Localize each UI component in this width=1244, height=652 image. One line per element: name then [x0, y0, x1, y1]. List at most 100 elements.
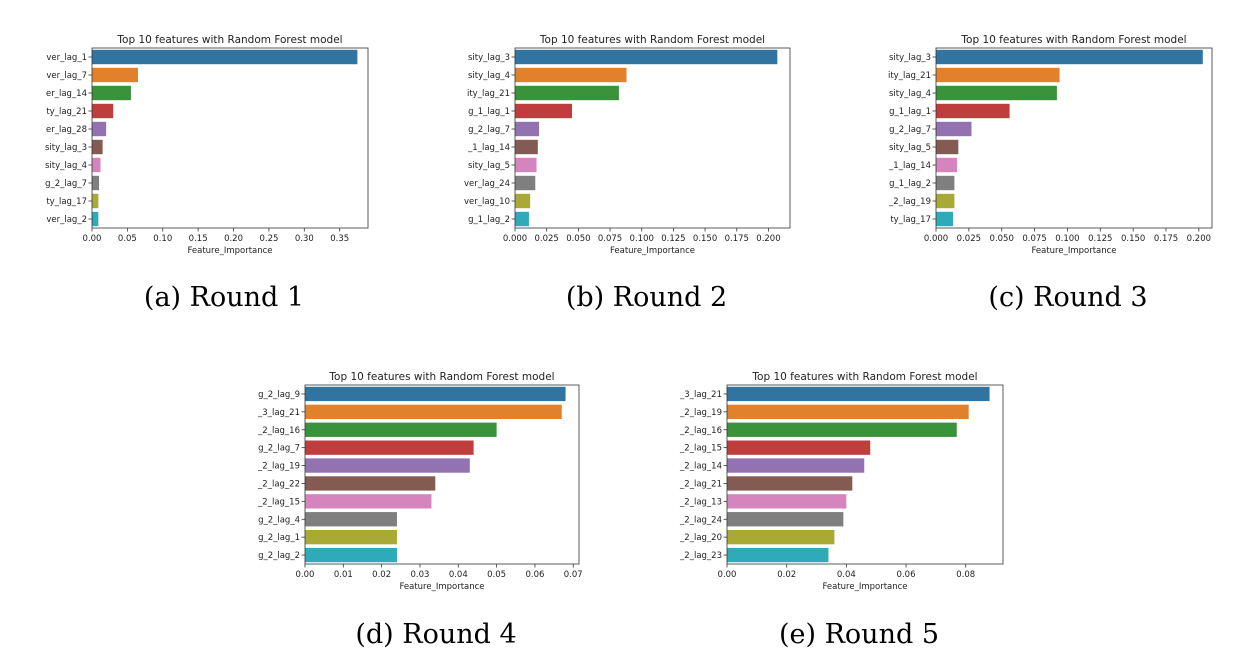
category-label: sity_lag_5 [468, 161, 510, 171]
chart-title: Top 10 features with Random Forest model [328, 371, 554, 383]
category-label: g_2_lag_2 [258, 551, 300, 561]
category-label: _3_lag_21 [257, 408, 300, 418]
plot-frame [304, 384, 580, 565]
bar-8 [936, 175, 955, 191]
bar-3 [727, 422, 957, 437]
bar-8 [92, 175, 100, 191]
x-tick-label: 0.075 [1022, 234, 1046, 244]
x-tick-label: 0.04 [837, 570, 856, 580]
x-tick-label: 0.125 [661, 234, 685, 244]
category-label: sity_lag_5 [889, 143, 931, 153]
category-label: ver_lag_1 [46, 53, 87, 63]
category-label: _2_lag_23 [679, 551, 722, 561]
bar-1 [92, 49, 358, 65]
bar-4 [727, 440, 871, 455]
category-label: sity_lag_4 [45, 161, 87, 171]
bar-9 [92, 193, 99, 209]
bar-7 [936, 157, 958, 173]
category-label: _2_lag_20 [679, 533, 722, 543]
category-label: ity_lag_21 [888, 71, 931, 81]
bar-2 [92, 67, 138, 83]
x-tick-label: 0.050 [566, 234, 590, 244]
bar-6 [305, 476, 436, 491]
category-label: g_2_lag_1 [258, 533, 300, 543]
x-axis-label: Feature_Importance [187, 246, 272, 256]
x-tick-label: 0.35 [330, 234, 349, 244]
bar-1 [936, 49, 1203, 65]
category-label: ver_lag_2 [46, 215, 87, 225]
category-label: _2_lag_15 [257, 497, 300, 507]
bar-7 [727, 494, 847, 509]
x-tick-label: 0.00 [83, 234, 102, 244]
x-tick-label: 0.125 [1088, 234, 1112, 244]
chart-panel-5: Top 10 features with Random Forest model… [679, 371, 1004, 650]
bar-7 [305, 494, 432, 509]
x-tick-label: 0.150 [1121, 234, 1145, 244]
x-tick-label: 0.07 [564, 570, 583, 580]
category-label: g_2_lag_7 [258, 444, 300, 454]
category-label: _2_lag_14 [679, 462, 722, 472]
bar-5 [92, 121, 107, 137]
category-label: g_1_lag_1 [468, 107, 510, 117]
x-tick-label: 0.150 [693, 234, 717, 244]
x-tick-label: 0.20 [224, 234, 243, 244]
x-tick-label: 0.025 [535, 234, 559, 244]
x-axis-label: Feature_Importance [822, 582, 907, 592]
category-label: g_2_lag_9 [258, 390, 300, 400]
bar-9 [936, 193, 955, 209]
category-label: _2_lag_19 [888, 197, 931, 207]
x-tick-label: 0.075 [598, 234, 622, 244]
x-tick-label: 0.15 [189, 234, 208, 244]
category-label: g_1_lag_1 [889, 107, 931, 117]
x-tick-label: 0.06 [525, 570, 544, 580]
category-label: _3_lag_21 [679, 390, 722, 400]
chart-title: Top 10 features with Random Forest model [539, 34, 765, 46]
x-tick-label: 0.200 [756, 234, 780, 244]
x-tick-label: 0.01 [334, 570, 353, 580]
bar-8 [305, 512, 397, 527]
category-label: _2_lag_24 [679, 515, 722, 525]
bar-5 [305, 458, 470, 473]
x-tick-label: 0.05 [118, 234, 137, 244]
category-labels: _3_lag_21 _2_lag_19 _2_lag_16 _2_lag_15 _2_l… [679, 390, 722, 561]
bar-9 [305, 529, 397, 545]
category-label: ver_lag_10 [464, 197, 510, 207]
x-tick-label: 0.25 [259, 234, 278, 244]
bar-9 [727, 529, 835, 545]
bar-1 [305, 386, 566, 402]
category-label: ver_lag_24 [464, 179, 510, 189]
category-label: g_2_lag_7 [45, 179, 87, 189]
bar-4 [936, 103, 1010, 119]
x-tick-label: 0.175 [725, 234, 749, 244]
panel-caption: (d) Round 4 [355, 619, 516, 650]
bar-3 [936, 85, 1057, 101]
category-label: g_1_lag_2 [889, 179, 931, 189]
x-tick-label: 0.100 [1055, 234, 1079, 244]
bar-3 [515, 85, 619, 101]
category-label: g_1_lag_2 [468, 215, 510, 225]
category-label: sity_lag_3 [889, 53, 931, 63]
category-label: _2_lag_19 [679, 408, 722, 418]
bar-2 [305, 404, 562, 420]
plot-frame [935, 47, 1213, 229]
panel-caption: (b) Round 2 [566, 282, 727, 313]
bar-3 [305, 422, 497, 437]
category-label: _2_lag_21 [679, 479, 722, 489]
x-tick-label: 0.00 [718, 570, 737, 580]
bar-10 [936, 211, 954, 227]
chart-panel-1: Top 10 features with Random Forest model… [45, 34, 369, 313]
x-tick-label: 0.000 [924, 234, 948, 244]
x-tick-label: 0.05 [487, 570, 506, 580]
category-label: sity_lag_4 [468, 71, 510, 81]
category-label: _2_lag_13 [679, 497, 722, 507]
chart-title: Top 10 features with Random Forest model [751, 371, 977, 383]
category-labels: ver_lag_1 ver_lag_7 er_lag_14 ty_lag_21 er_l… [45, 53, 87, 225]
bar-7 [515, 157, 537, 173]
bar-6 [936, 139, 959, 155]
bar-2 [936, 67, 1060, 83]
bar-5 [936, 121, 972, 137]
x-tick-label: 0.000 [503, 234, 527, 244]
category-label: ty_lag_17 [46, 197, 87, 207]
x-tick-label: 0.30 [295, 234, 314, 244]
